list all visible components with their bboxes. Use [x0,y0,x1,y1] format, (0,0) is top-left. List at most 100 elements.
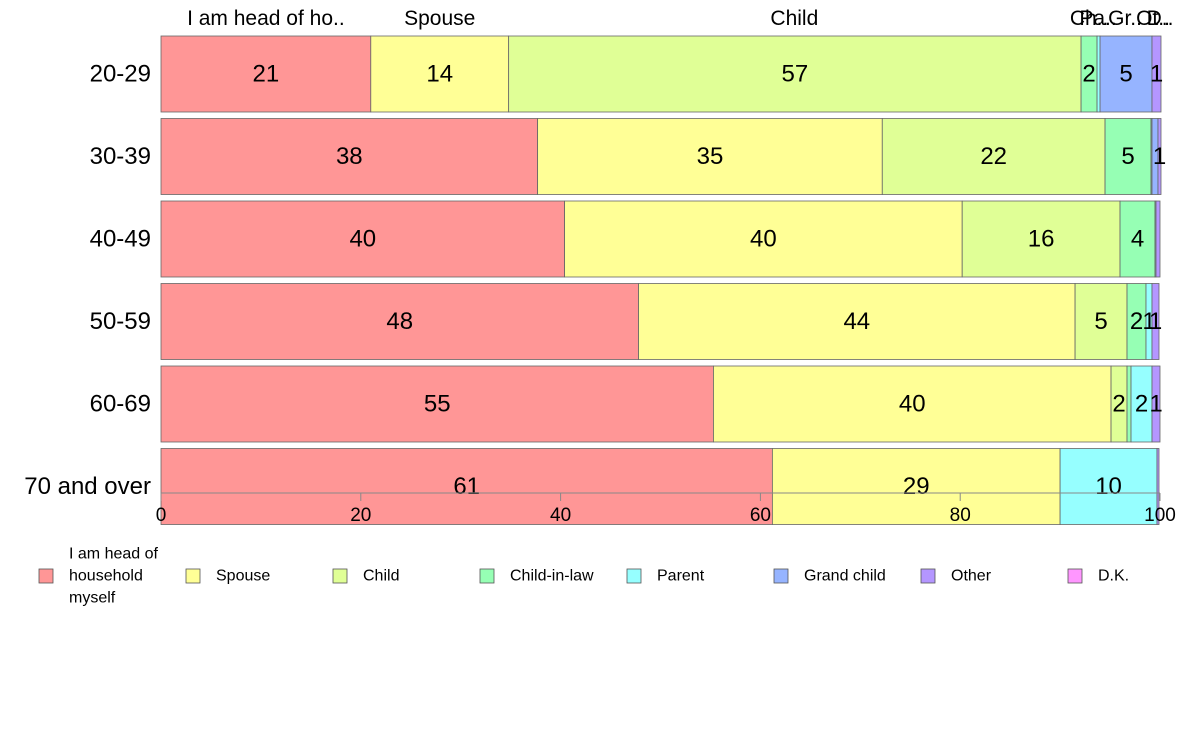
legend-swatch [332,568,348,584]
bar-segment-spouse [713,365,1112,443]
bar-row-60-69: 55 40 2 2 1 [160,365,1163,443]
legend-label: Child-in-law [510,568,594,585]
bar-segment-grand-child [1099,35,1153,113]
legend-swatch [38,568,54,584]
x-tick-label: 60 [750,505,771,526]
category-labels: 20-29 30-39 40-49 50-59 60-69 70 and over [24,61,151,501]
bar-segment-i-am-head-of-household-myself [160,365,714,443]
bar-segment-child [961,200,1121,278]
data-label-child-in-law: 2 [1130,308,1143,335]
segment-header-labels: I am head of ho.. Spouse Child Ch..Pa..Gr..… [187,7,1173,30]
data-label-i-am-head-of-household-myself: 38 [336,143,363,170]
segment-header-ch: Ch.. [1070,7,1109,30]
bar-segment-child-in-law [1119,200,1156,278]
data-label-child-in-law: 5 [1121,143,1134,170]
segment-header-i-am-head-of-ho: I am head of ho.. [187,7,345,30]
category-label-70-and-over: 70 and over [24,473,151,500]
segment-header-gr: Gr.. [1108,7,1142,30]
legend-item-child: Child [332,568,399,585]
bar-segment-i-am-head-of-household-myself [160,200,565,278]
data-label-other: 1 [1150,61,1163,88]
bar-row-20-29: 21 14 57 2 5 1 [160,35,1163,113]
bar-segment-child-in-law [1126,365,1132,443]
category-label-20-29: 20-29 [90,61,151,88]
x-axis: 0 20 40 60 80 100 [156,492,1176,526]
legend-item-grand-child: Grand child [773,568,886,585]
x-tick-label: 20 [350,505,371,526]
bar-segment-spouse [564,200,963,278]
data-label-child: 5 [1094,308,1107,335]
bar-row-30-39: 38 35 22 5 1 [160,118,1166,195]
legend-label: D.K. [1098,568,1129,585]
bar-segment-parent [1096,35,1101,113]
legend-label: Child [363,568,399,585]
data-label-spouse: 40 [899,391,926,418]
legend-label: Spouse [216,568,270,585]
bar-row-70-and-over: 61 29 10 [160,448,1160,525]
legend-swatch [920,568,936,584]
legend-item-i-am-head-of-household-myself: I am head of household myself [38,546,159,607]
legend-label: Other [951,568,992,585]
data-label-grand-child: 5 [1119,61,1132,88]
data-label-spouse: 14 [426,61,453,88]
bar-segment-other [1157,118,1162,195]
data-label-other: 1 [1149,308,1162,335]
data-label-i-am-head-of-household-myself: 40 [349,226,376,253]
x-tick-label: 80 [950,505,971,526]
legend-item-other: Other [920,568,992,585]
segment-header-ot: Ot.. [1136,7,1170,30]
legend-item-child-in-law: Child-in-law [479,568,594,585]
data-label-i-am-head-of-household-myself: 21 [253,61,280,88]
data-label-other: 1 [1153,143,1166,170]
legend-swatch [626,568,642,584]
data-label-spouse: 35 [697,143,724,170]
bar-segment-spouse [370,35,510,113]
bar-row-50-59: 48 44 5 2 11 [160,283,1162,360]
bar-segment-spouse [537,118,883,195]
segment-header-spouse: Spouse [404,7,475,30]
x-tick-label: 100 [1144,505,1176,526]
data-label-child-in-law: 2 [1082,61,1095,88]
data-label-i-am-head-of-household-myself: 55 [424,391,451,418]
legend-label: I am head of [69,546,159,563]
category-label-50-59: 50-59 [90,308,151,335]
segment-header-pa: Pa.. [1079,7,1116,30]
legend-label: household [69,568,143,585]
bar-segment-i-am-head-of-household-myself [160,283,639,360]
data-label-i-am-head-of-household-myself: 61 [453,473,480,500]
data-label-child: 16 [1028,226,1055,253]
bar-segment-other [1156,448,1160,525]
bar-segment-spouse [771,448,1061,525]
data-label-spouse: 29 [903,473,930,500]
data-label-child: 2 [1112,391,1125,418]
data-label-child: 57 [782,61,809,88]
bar-segment-child [508,35,1082,113]
data-label-spouse: 44 [843,308,870,335]
data-label-spouse: 40 [750,226,777,253]
bar-segment-i-am-head-of-household-myself [160,118,539,195]
legend-swatch [479,568,495,584]
data-label-parent: 10 [1095,473,1122,500]
legend-label: myself [69,590,116,607]
data-label-child-in-law: 4 [1131,226,1144,253]
bar-segment-child-in-law [1104,118,1152,195]
data-label-i-am-head-of-household-myself: 48 [386,308,413,335]
bar-segment-other [1151,35,1162,113]
bar-segment-other [1155,200,1161,278]
legend-label: Grand child [804,568,886,585]
segment-header-d: D.. [1147,7,1174,30]
legend-swatch [1067,568,1083,584]
data-label-other: 1 [1149,391,1162,418]
legend-item-d-k: D.K. [1067,568,1129,585]
legend-swatch [185,568,201,584]
bar-segment-other [1151,365,1161,443]
category-label-30-39: 30-39 [90,143,151,170]
category-label-40-49: 40-49 [90,226,151,253]
segment-header-child: Child [770,7,818,30]
bar-segment-child [1074,283,1128,360]
data-label-parent: 2 [1135,391,1148,418]
legend-item-spouse: Spouse [185,568,270,585]
data-label-child: 22 [980,143,1007,170]
legend-item-parent: Parent [626,568,705,585]
